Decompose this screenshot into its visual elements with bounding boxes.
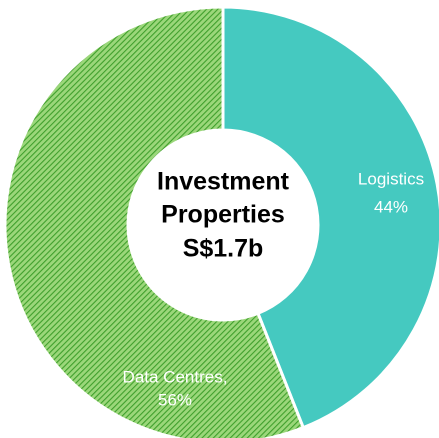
- slice-label: Data Centres,: [123, 367, 228, 386]
- slice: [3, 5, 306, 438]
- slice-label: Logistics: [358, 169, 424, 188]
- center-text: Properties: [161, 201, 285, 229]
- center-text: S$1.7b: [183, 235, 264, 263]
- slice: [221, 5, 439, 430]
- slice-value-label: 56%: [158, 390, 192, 409]
- center-text: Investment: [157, 168, 290, 196]
- slice-value-label: 44%: [374, 197, 408, 216]
